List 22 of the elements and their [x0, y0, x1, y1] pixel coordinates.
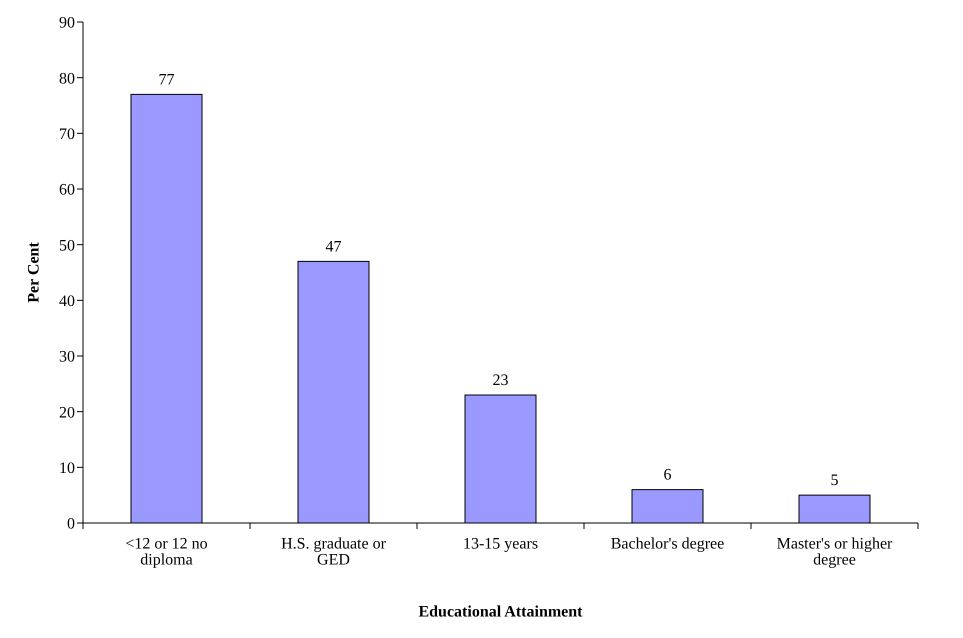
y-tick-label: 50: [59, 237, 75, 254]
x-axis-title: Educational Attainment: [418, 603, 584, 620]
data-label: 5: [830, 472, 838, 490]
x-tick-label: Master's or higher degree: [776, 535, 894, 568]
data-label: 47: [326, 238, 342, 256]
data-label: 77: [158, 71, 174, 88]
x-tick-label: <12 or 12 no diploma: [125, 535, 208, 568]
y-tick-label: 30: [59, 348, 75, 366]
y-tick-label: 20: [59, 404, 75, 422]
y-tick-label: 70: [59, 126, 75, 144]
x-tick-label: 13-15 years: [462, 535, 538, 552]
y-axis-title: Per Cent: [26, 242, 43, 303]
x-tick-label: H.S. graduate or GED: [281, 535, 387, 568]
data-label: 6: [664, 466, 672, 484]
data-label: 23: [492, 372, 508, 389]
y-tick-label: 10: [59, 460, 75, 478]
x-tick-label: Bachelor's degree: [610, 535, 724, 552]
y-tick-label: 80: [59, 70, 75, 88]
y-tick-label: 60: [59, 182, 75, 199]
y-tick-label: 40: [59, 293, 75, 310]
y-tick-label: 0: [67, 516, 75, 533]
y-tick-label: 90: [59, 14, 75, 32]
